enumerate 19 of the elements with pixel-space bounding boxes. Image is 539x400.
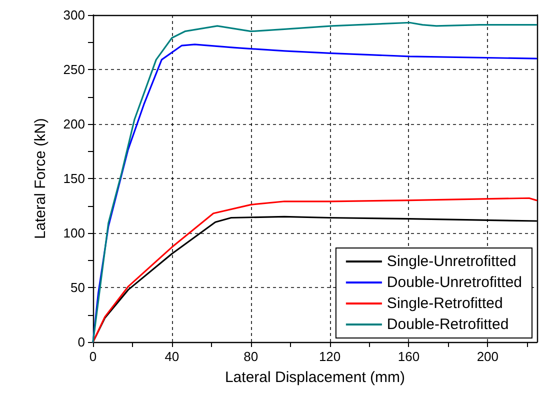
y-tick-label: 250 bbox=[63, 62, 85, 77]
x-tick-label: 160 bbox=[398, 349, 420, 364]
legend-label: Single-Retrofitted bbox=[386, 295, 503, 312]
x-tick-label: 200 bbox=[476, 349, 499, 364]
y-tick-label: 0 bbox=[78, 334, 85, 350]
legend-label: Double-Retrofitted bbox=[386, 316, 509, 333]
y-tick-label: 150 bbox=[63, 171, 85, 186]
legend-label: Single-Unretrofitted bbox=[386, 253, 516, 270]
x-tick-label: 120 bbox=[318, 349, 341, 364]
x-axis-title: Lateral Displacement (mm) bbox=[224, 369, 406, 386]
y-tick-label: 50 bbox=[70, 280, 85, 295]
y-tick-label: 200 bbox=[63, 116, 85, 132]
x-tick-label: 0 bbox=[89, 349, 97, 364]
x-tick-label: 80 bbox=[244, 349, 258, 364]
y-tick-label: 100 bbox=[63, 226, 85, 240]
y-axis-title: Lateral Force (kN) bbox=[32, 118, 49, 239]
x-tick-label: 40 bbox=[164, 349, 180, 364]
legend-label: Double-Unretrofitted bbox=[386, 274, 522, 291]
y-tick-label: 300 bbox=[63, 8, 85, 22]
